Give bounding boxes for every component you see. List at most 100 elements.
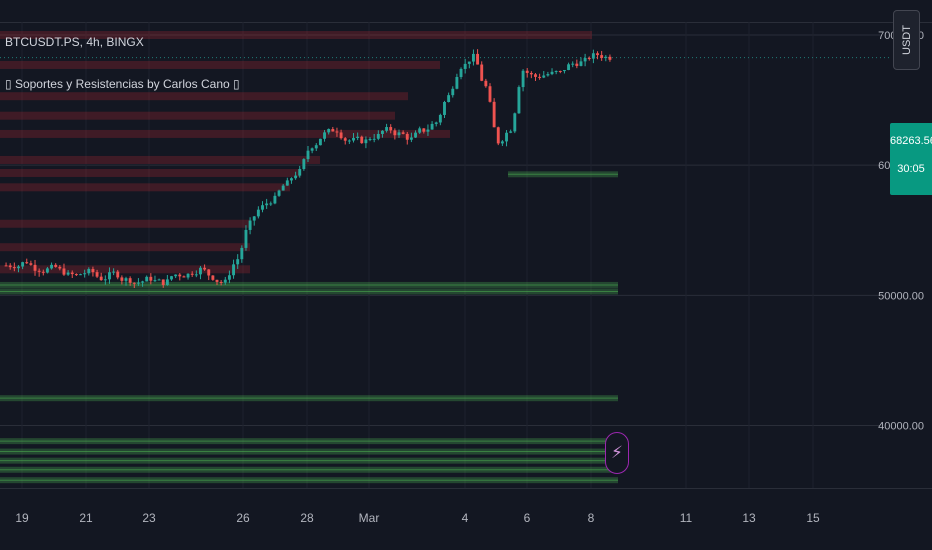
candle-body	[488, 86, 492, 102]
candle-body	[364, 139, 368, 144]
candle-body	[426, 129, 430, 132]
candle-body	[79, 274, 82, 276]
candle-body	[219, 281, 223, 283]
currency-button[interactable]: USDT	[893, 10, 920, 70]
candle-body	[99, 276, 103, 281]
candle-body	[443, 101, 446, 115]
candle-body	[554, 70, 558, 72]
candle-body	[401, 132, 405, 134]
candle-body	[207, 269, 211, 276]
candle-body	[455, 76, 459, 89]
candle-body	[310, 148, 314, 151]
candle-body	[132, 282, 136, 284]
candle-body	[318, 138, 322, 146]
candle-body	[116, 271, 120, 278]
candle-body	[418, 128, 422, 133]
candle-body	[339, 132, 343, 139]
candle-body	[376, 133, 380, 139]
candle-body	[463, 63, 467, 69]
candle-body	[4, 265, 8, 267]
candle-body	[480, 64, 484, 81]
resistance-zone	[0, 183, 290, 192]
candle-body	[525, 70, 529, 73]
candle-body	[323, 132, 326, 139]
resistance-zone	[0, 111, 395, 120]
candle-body	[165, 279, 169, 286]
candle-body	[335, 131, 339, 133]
candle-body	[186, 273, 190, 278]
x-tick-label: 13	[742, 511, 756, 525]
x-tick-label: 15	[806, 511, 820, 525]
candle-body	[170, 276, 173, 280]
x-tick-label: 4	[462, 511, 469, 525]
candle-body	[414, 132, 417, 138]
current-price-tag: 68263.56 30:05	[890, 123, 932, 195]
symbol-info[interactable]: BTCUSDT.PS, 4h, BINGX	[5, 35, 144, 49]
x-tick-label: 8	[588, 511, 595, 525]
candle-body	[62, 268, 66, 275]
candle-body	[492, 101, 496, 128]
candle-body	[422, 128, 426, 132]
candle-body	[389, 127, 393, 131]
candle-body	[112, 271, 116, 273]
y-tick-label: 50000.00	[878, 290, 924, 302]
candle-body	[562, 70, 566, 72]
candle-body	[194, 274, 198, 276]
candle-body	[393, 130, 397, 136]
candle-body	[33, 264, 37, 271]
candle-body	[550, 71, 554, 75]
candle-body	[70, 272, 74, 275]
lightning-bolt-icon[interactable]: ⚡︎	[605, 432, 629, 474]
x-tick-label: 26	[236, 511, 250, 525]
candle-body	[95, 272, 99, 277]
candle-body	[327, 128, 331, 133]
candle-body	[265, 203, 269, 206]
current-price-label: 68263.56	[890, 135, 932, 147]
candlestick-series	[4, 49, 612, 289]
candle-body	[269, 203, 273, 205]
candle-body	[347, 140, 351, 142]
candle-body	[161, 279, 165, 286]
candle-body	[12, 267, 16, 269]
candle-body	[103, 279, 107, 281]
resistance-zone	[0, 265, 250, 274]
candle-body	[223, 279, 227, 283]
chart-grid	[0, 22, 932, 489]
candle-body	[542, 75, 546, 78]
candle-body	[227, 275, 231, 280]
candle-body	[546, 74, 550, 76]
candle-body	[513, 113, 517, 132]
candle-body	[182, 276, 186, 278]
candle-body	[83, 273, 87, 275]
candle-body	[600, 55, 604, 58]
candle-body	[157, 279, 161, 281]
candle-body	[149, 276, 153, 281]
candle-body	[484, 80, 488, 87]
candle-body	[37, 270, 41, 272]
candle-body	[256, 209, 260, 217]
candle-body	[360, 136, 364, 144]
candle-body	[521, 70, 525, 88]
candle-body	[405, 133, 409, 140]
candle-body	[571, 63, 575, 65]
candle-body	[124, 278, 128, 281]
candle-body	[211, 275, 215, 280]
candle-body	[434, 122, 438, 124]
candle-body	[290, 178, 293, 181]
candle-body	[381, 130, 384, 134]
candle-body	[294, 175, 298, 179]
candle-body	[273, 195, 277, 204]
resistance-zone	[0, 129, 450, 138]
candle-body	[500, 141, 504, 144]
indicator-label[interactable]: ▯ Soportes y Resistencias by Carlos Cano…	[5, 77, 240, 91]
x-tick-label: 21	[79, 511, 93, 525]
candle-body	[356, 136, 360, 138]
candle-body	[277, 190, 281, 196]
candle-body	[385, 127, 389, 131]
candle-body	[467, 61, 471, 64]
candle-body	[285, 180, 289, 186]
candle-body	[476, 53, 480, 65]
candle-body	[25, 262, 29, 264]
